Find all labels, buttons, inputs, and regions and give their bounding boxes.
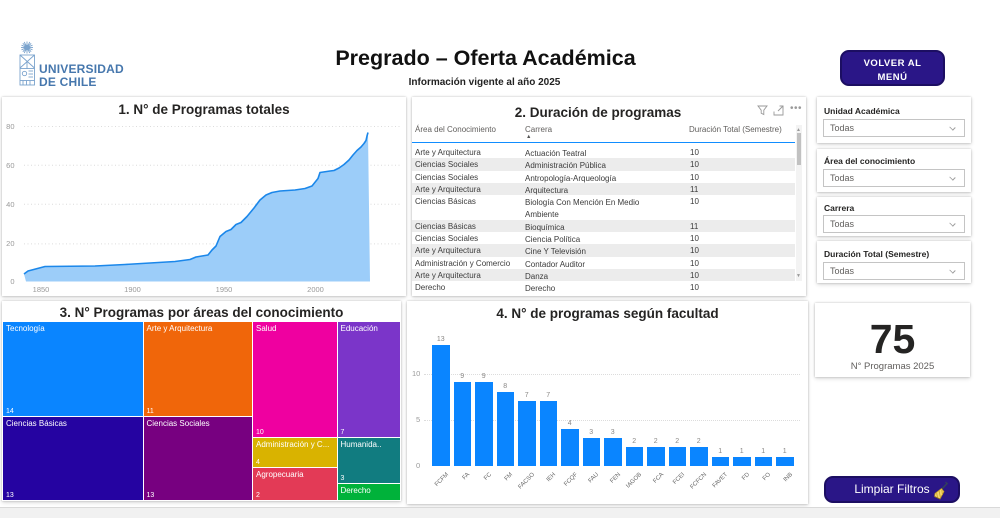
svg-text:80: 80 — [6, 122, 14, 131]
svg-text:1900: 1900 — [124, 285, 141, 294]
svg-text:0: 0 — [10, 277, 14, 286]
svg-text:20: 20 — [6, 239, 14, 248]
svg-text:40: 40 — [6, 200, 14, 209]
svg-text:1850: 1850 — [33, 285, 50, 294]
svg-text:60: 60 — [6, 161, 14, 170]
svg-text:2000: 2000 — [307, 285, 324, 294]
svg-text:1950: 1950 — [216, 285, 233, 294]
